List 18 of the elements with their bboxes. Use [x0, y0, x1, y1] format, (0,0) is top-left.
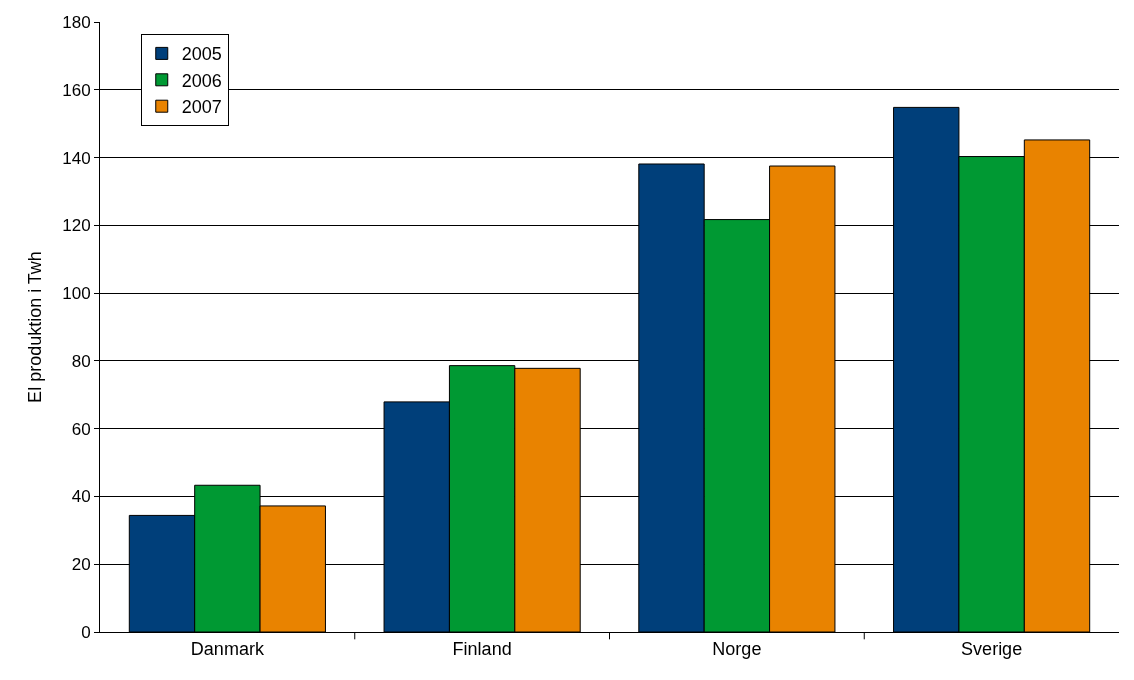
y-tick-label: 160 [62, 80, 91, 100]
y-tick-label: 120 [62, 216, 91, 236]
legend-label: 2006 [181, 70, 222, 91]
x-tick-label: Norge [712, 638, 762, 659]
y-tick-label: 140 [62, 148, 91, 168]
x-tick-label: Danmark [190, 638, 265, 659]
y-tick-label: 80 [71, 351, 91, 371]
y-tick-label: 180 [62, 12, 91, 32]
y-tick-label: 40 [71, 487, 91, 507]
y-tick-label: 60 [71, 419, 91, 439]
y-tick-label: 20 [71, 555, 91, 575]
legend-label: 2007 [181, 97, 222, 118]
y-tick-label: 0 [81, 622, 91, 642]
x-tick-label: Finland [452, 638, 512, 659]
x-tick-label: Sverige [961, 638, 1023, 659]
y-tick-label: 100 [62, 284, 91, 304]
legend-label: 2005 [181, 44, 222, 65]
y-axis-title: El produktion i Twh [25, 251, 46, 403]
